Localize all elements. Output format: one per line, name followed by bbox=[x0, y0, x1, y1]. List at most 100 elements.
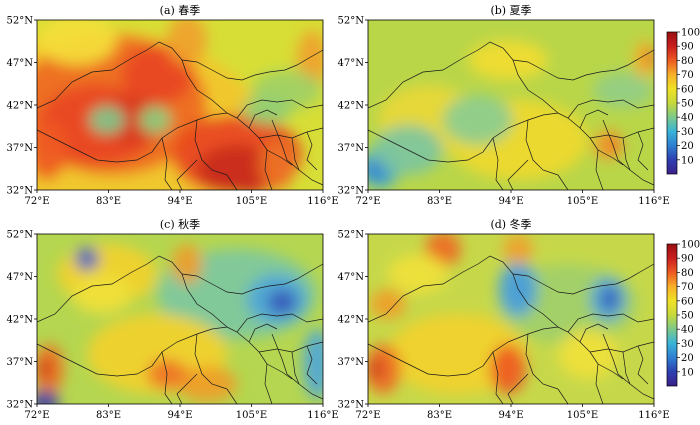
border-line bbox=[637, 345, 649, 385]
border-lines-b bbox=[368, 41, 654, 190]
y-tick-label: 32°N bbox=[7, 400, 34, 411]
y-tick-label: 37°N bbox=[338, 357, 365, 368]
border-line bbox=[597, 149, 624, 166]
x-tick-label: 83°E bbox=[96, 410, 121, 421]
x-tick-label: 105°E bbox=[236, 410, 267, 421]
heat-blob bbox=[259, 140, 295, 190]
x-tick-label: 105°E bbox=[567, 196, 598, 207]
colorbar-tick-label: 10 bbox=[681, 155, 694, 166]
heat-blob bbox=[303, 329, 323, 399]
map-area-a bbox=[37, 20, 323, 190]
border-line bbox=[492, 351, 504, 404]
x-tick-label: 94°E bbox=[498, 196, 523, 207]
colorbar-tick-label: 10 bbox=[681, 367, 694, 378]
colorbar-tick-label: 90 bbox=[681, 254, 694, 265]
panel-title-a: (a) 春季 bbox=[160, 4, 201, 17]
border-line bbox=[602, 333, 654, 400]
border-line bbox=[226, 388, 238, 404]
colorbar-tick-label: 90 bbox=[681, 42, 694, 53]
x-tick-label: 83°E bbox=[427, 410, 452, 421]
border-line bbox=[291, 137, 300, 171]
border-line bbox=[567, 99, 654, 119]
heat-blob bbox=[75, 247, 99, 271]
border-line bbox=[181, 59, 228, 114]
border-line bbox=[226, 174, 238, 190]
border-line bbox=[589, 351, 604, 404]
y-tick-label: 47°N bbox=[7, 272, 34, 283]
heat-blob bbox=[388, 254, 448, 294]
border-line bbox=[248, 323, 278, 343]
border-line bbox=[306, 131, 318, 171]
colorbar-bottom: 100 90 80 70 60 50 40 30 20 10 bbox=[666, 240, 700, 387]
colorbar-tick-label: 100 bbox=[681, 240, 700, 251]
border-line bbox=[525, 119, 559, 176]
x-tick-label: 105°E bbox=[567, 410, 598, 421]
y-tick-label: 52°N bbox=[7, 230, 34, 241]
y-tick-label: 52°N bbox=[338, 16, 365, 27]
border-line bbox=[236, 313, 323, 333]
y-tick-label: 42°N bbox=[7, 315, 34, 326]
colorbar-tick-label: 80 bbox=[681, 56, 694, 67]
colorbar-tick-label: 30 bbox=[681, 339, 694, 350]
border-line bbox=[637, 131, 649, 171]
border-line bbox=[258, 351, 273, 404]
y-tick-label: 32°N bbox=[7, 186, 34, 197]
x-tick-label: 94°E bbox=[167, 410, 192, 421]
colorbar-tick-label: 20 bbox=[681, 141, 694, 152]
x-tick-label: 72°E bbox=[355, 410, 380, 421]
border-line bbox=[258, 137, 273, 190]
border-line bbox=[507, 159, 529, 190]
border-line bbox=[557, 388, 569, 404]
heat-blob bbox=[645, 48, 654, 68]
border-line bbox=[176, 159, 198, 190]
map-area-d bbox=[368, 234, 654, 404]
border-line bbox=[306, 345, 318, 385]
colorbar-tick-label: 20 bbox=[681, 353, 694, 364]
y-tick-label: 52°N bbox=[7, 16, 34, 27]
x-tick-label: 116°E bbox=[307, 410, 338, 421]
colorbar-tick-label: 30 bbox=[681, 127, 694, 138]
panel-title-b: (b) 夏季 bbox=[490, 4, 531, 17]
border-line bbox=[589, 137, 604, 190]
y-tick-label: 42°N bbox=[338, 101, 365, 112]
panel-d: (d) 冬季 bbox=[367, 217, 655, 405]
colorbar-bottom-bar bbox=[666, 243, 678, 387]
y-tick-label: 32°N bbox=[338, 400, 365, 411]
border-lines-a bbox=[37, 41, 323, 190]
heat-blob bbox=[197, 145, 277, 190]
x-tick-label: 94°E bbox=[498, 410, 523, 421]
border-line bbox=[602, 119, 654, 186]
panel-b: (b) 夏季 bbox=[367, 4, 655, 191]
border-line bbox=[194, 119, 228, 176]
border-line bbox=[37, 255, 323, 323]
border-line bbox=[236, 99, 323, 119]
heat-blob bbox=[601, 287, 619, 311]
border-line bbox=[368, 255, 654, 323]
colorbar-tick-label: 60 bbox=[681, 84, 694, 95]
heat-blob bbox=[37, 20, 117, 65]
map-area-b bbox=[368, 20, 654, 190]
colorbar-tick-label: 70 bbox=[681, 282, 694, 293]
y-tick-label: 37°N bbox=[7, 143, 34, 154]
border-line bbox=[181, 273, 228, 328]
y-tick-label: 52°N bbox=[338, 230, 365, 241]
heat-blob bbox=[177, 366, 237, 402]
border-line bbox=[579, 323, 609, 343]
map-area-c bbox=[37, 234, 323, 404]
heat-blob bbox=[167, 20, 207, 65]
y-tick-label: 37°N bbox=[7, 357, 34, 368]
border-line bbox=[512, 273, 559, 328]
heat-blob bbox=[443, 95, 513, 145]
y-tick-label: 37°N bbox=[338, 143, 365, 154]
colorbar-top: 100 90 80 70 60 50 40 30 20 10 bbox=[666, 28, 700, 175]
y-tick-label: 47°N bbox=[7, 58, 34, 69]
x-tick-label: 94°E bbox=[167, 196, 192, 207]
panel-title-d: (d) 冬季 bbox=[490, 217, 531, 231]
colorbar-tick-label: 80 bbox=[681, 268, 694, 279]
panel-a: (a) 春季 bbox=[36, 4, 324, 191]
heat-blob bbox=[102, 95, 162, 145]
panel-title-c: (c) 秋季 bbox=[160, 217, 200, 231]
y-tick-label: 42°N bbox=[338, 315, 365, 326]
border-line bbox=[622, 137, 631, 171]
